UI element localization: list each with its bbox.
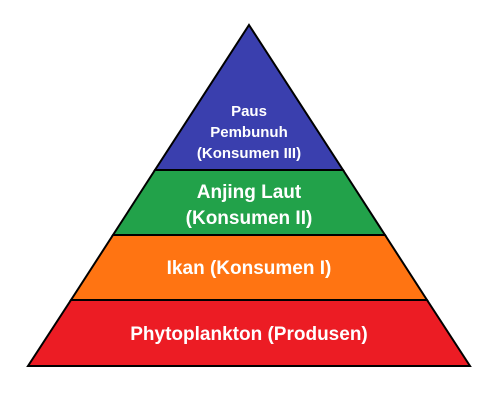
- tier-top-label-line-3: (Konsumen III): [197, 145, 301, 162]
- tier-upper-middle-label-line-2: (Konsumen II): [186, 208, 313, 229]
- tier-bottom-shape: [26, 299, 472, 367]
- tier-top-label-line-2: Pembunuh: [210, 124, 288, 141]
- tier-top-label-line-1: Paus: [231, 103, 267, 120]
- tier-bottom-label: Phytoplankton (Produsen): [130, 324, 368, 345]
- tier-lower-middle-label: Ikan (Konsumen I): [167, 258, 332, 279]
- tier-upper-middle-label-line-1: Anjing Laut: [197, 182, 302, 203]
